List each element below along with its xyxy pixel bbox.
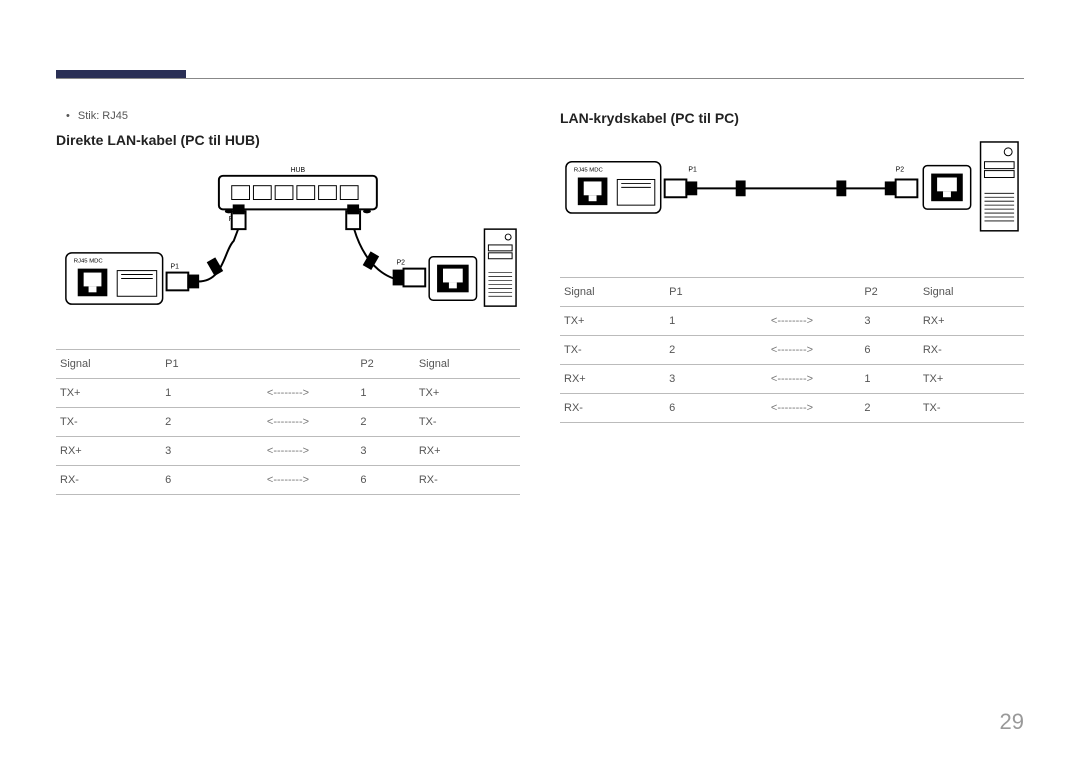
table-cell: <-------->	[220, 465, 357, 494]
table-cell: 6	[356, 465, 415, 494]
table-cell: TX-	[415, 407, 520, 436]
table-cell: RX-	[919, 336, 1024, 365]
table-row: RX-6<-------->6RX-	[56, 465, 520, 494]
table-row: TX+1<-------->3RX+	[560, 307, 1024, 336]
right-heading: LAN-krydskabel (PC til PC)	[560, 110, 1024, 126]
table-cell: 2	[161, 407, 220, 436]
left-column: Stik: RJ45 Direkte LAN-kabel (PC til HUB…	[56, 110, 520, 495]
table-cell: 1	[161, 378, 220, 407]
table-cell: <-------->	[724, 365, 861, 394]
table-cell: RX-	[56, 465, 161, 494]
th-p2-l: P2	[356, 349, 415, 378]
table-row: TX+1<-------->1TX+	[56, 378, 520, 407]
table-cell: 1	[665, 307, 724, 336]
table-cell: <-------->	[220, 436, 357, 465]
th-arrow-l	[220, 349, 357, 378]
svg-text:RJ45 MDC: RJ45 MDC	[574, 168, 604, 174]
svg-text:RJ45 MDC: RJ45 MDC	[74, 259, 104, 265]
table-cell: 3	[665, 365, 724, 394]
table-row: RX+3<-------->3RX+	[56, 436, 520, 465]
table-cell: RX+	[415, 436, 520, 465]
svg-text:P2: P2	[896, 167, 905, 174]
table-cell: 1	[356, 378, 415, 407]
table-cell: TX+	[415, 378, 520, 407]
right-diagram: RJ45 MDC P1 P2	[560, 140, 1024, 258]
left-heading: Direkte LAN-kabel (PC til HUB)	[56, 132, 520, 148]
table-cell: <-------->	[220, 378, 357, 407]
table-cell: <-------->	[724, 394, 861, 423]
table-row: TX-2<-------->2TX-	[56, 407, 520, 436]
table-cell: TX-	[560, 336, 665, 365]
table-cell: 3	[161, 436, 220, 465]
table-cell: <-------->	[724, 336, 861, 365]
table-cell: 1	[860, 365, 919, 394]
table-cell: TX+	[560, 307, 665, 336]
table-cell: RX-	[415, 465, 520, 494]
table-cell: 2	[356, 407, 415, 436]
table-cell: 2	[860, 394, 919, 423]
content-columns: Stik: RJ45 Direkte LAN-kabel (PC til HUB…	[56, 110, 1024, 495]
table-cell: 2	[665, 336, 724, 365]
table-cell: TX-	[56, 407, 161, 436]
table-cell: <-------->	[220, 407, 357, 436]
svg-text:P1: P1	[171, 264, 180, 271]
page-number: 29	[1000, 709, 1024, 735]
top-rule	[56, 78, 1024, 79]
table-row: RX+3<-------->1TX+	[560, 365, 1024, 394]
table-cell: <-------->	[724, 307, 861, 336]
table-cell: 3	[356, 436, 415, 465]
table-cell: 6	[161, 465, 220, 494]
left-table: Signal P1 P2 Signal TX+1<-------->1TX+TX…	[56, 349, 520, 495]
left-table-body: TX+1<-------->1TX+TX-2<-------->2TX-RX+3…	[56, 378, 520, 494]
left-diagram: HUB P2 P1 RJ45 MDC P1	[56, 162, 520, 330]
svg-text:P1: P1	[688, 167, 697, 174]
table-cell: 6	[665, 394, 724, 423]
table-row: RX-6<-------->2TX-	[560, 394, 1024, 423]
right-table-body: TX+1<-------->3RX+TX-2<-------->6RX-RX+3…	[560, 307, 1024, 423]
th-signal-r: Signal	[560, 278, 665, 307]
table-cell: RX+	[919, 307, 1024, 336]
th-p2-r: P2	[860, 278, 919, 307]
table-row: TX-2<-------->6RX-	[560, 336, 1024, 365]
right-table: Signal P1 P2 Signal TX+1<-------->3RX+TX…	[560, 277, 1024, 423]
table-cell: RX-	[560, 394, 665, 423]
table-cell: 3	[860, 307, 919, 336]
table-cell: TX+	[919, 365, 1024, 394]
table-cell: TX-	[919, 394, 1024, 423]
th-signal2-r: Signal	[919, 278, 1024, 307]
table-cell: RX+	[560, 365, 665, 394]
th-arrow-r	[724, 278, 861, 307]
svg-text:HUB: HUB	[291, 167, 306, 174]
th-p1-l: P1	[161, 349, 220, 378]
th-signal2-l: Signal	[415, 349, 520, 378]
table-cell: RX+	[56, 436, 161, 465]
accent-bar	[56, 70, 186, 78]
connector-bullet: Stik: RJ45	[66, 110, 520, 122]
right-column: LAN-krydskabel (PC til PC) RJ45 MDC P1 P…	[560, 110, 1024, 495]
th-signal-l: Signal	[56, 349, 161, 378]
table-cell: 6	[860, 336, 919, 365]
table-cell: TX+	[56, 378, 161, 407]
th-p1-r: P1	[665, 278, 724, 307]
svg-text:P2: P2	[397, 260, 406, 267]
